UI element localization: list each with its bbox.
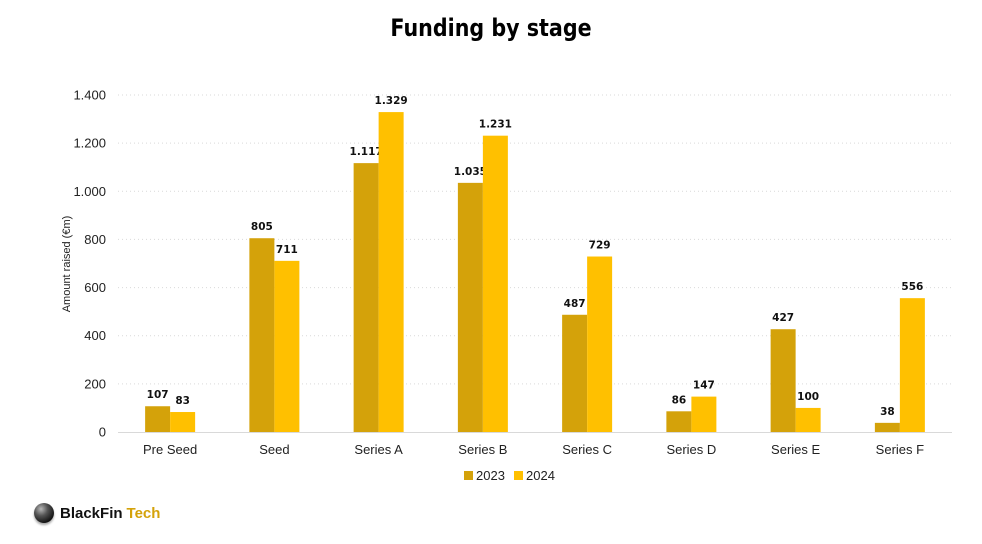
y-tick-label: 0: [99, 425, 106, 440]
bar-2024: [274, 260, 300, 432]
bar-2024: [691, 396, 717, 432]
data-label-2023: 487: [564, 298, 586, 310]
bar-2024: [587, 256, 613, 432]
y-tick-label: 800: [84, 232, 106, 247]
bar-2023: [249, 238, 275, 432]
data-label-2024: 83: [175, 395, 190, 407]
data-label-2023: 805: [251, 221, 273, 233]
data-label-2024: 556: [901, 281, 923, 293]
x-tick-label: Series F: [876, 442, 924, 457]
brand-accent: Tech: [126, 504, 161, 522]
bar-2024: [482, 135, 508, 432]
x-tick-label: Series E: [771, 442, 820, 457]
bar-2023: [874, 422, 900, 432]
data-label-2023: 1.035: [454, 166, 487, 178]
legend-label-2024: 2024: [526, 468, 555, 483]
bar-2024: [378, 112, 404, 433]
data-label-2023: 1.117: [350, 146, 383, 158]
bar-2023: [770, 329, 796, 432]
y-tick-label: 1.000: [73, 184, 106, 199]
black-sphere-icon: [34, 503, 54, 523]
data-label-2024: 711: [276, 244, 298, 256]
x-tick-label: Series B: [458, 442, 507, 457]
x-tick-label: Series D: [666, 442, 716, 457]
x-tick-label: Pre Seed: [143, 442, 197, 457]
x-tick-label: Series C: [562, 442, 612, 457]
data-label-2024: 1.329: [375, 95, 408, 107]
brand-name: BlackFin: [60, 504, 123, 522]
bar-2023: [353, 163, 379, 433]
legend-swatch-2024: [514, 471, 523, 480]
data-label-2023: 86: [672, 394, 687, 406]
bar-2023: [562, 314, 588, 432]
data-label-2024: 100: [797, 391, 819, 403]
data-label-2024: 147: [693, 380, 715, 392]
bar-2023: [457, 182, 483, 432]
chart-title: Funding by stage: [390, 14, 592, 42]
y-tick-label: 400: [84, 328, 106, 343]
bar-2024: [170, 412, 196, 432]
data-label-2023: 38: [880, 406, 895, 418]
data-label-2023: 107: [147, 389, 169, 401]
y-tick-label: 1.200: [73, 136, 106, 151]
legend-swatch-2023: [464, 471, 473, 480]
y-tick-label: 600: [84, 280, 106, 295]
bar-2024: [899, 298, 925, 432]
y-tick-label: 1.400: [73, 88, 106, 103]
data-label-2023: 427: [772, 312, 794, 324]
x-tick-label: Seed: [259, 442, 289, 457]
brand-logo: BlackFin Tech: [34, 503, 160, 523]
y-axis-label: Amount raised (€m): [61, 216, 73, 313]
bar-2023: [666, 411, 692, 432]
legend-label-2023: 2023: [476, 468, 505, 483]
data-label-2024: 1.231: [479, 119, 512, 131]
bar-2024: [795, 407, 821, 432]
y-tick-label: 200: [84, 376, 106, 391]
data-label-2024: 729: [589, 240, 611, 252]
x-tick-label: Series A: [354, 442, 403, 457]
bar-2023: [145, 406, 171, 432]
